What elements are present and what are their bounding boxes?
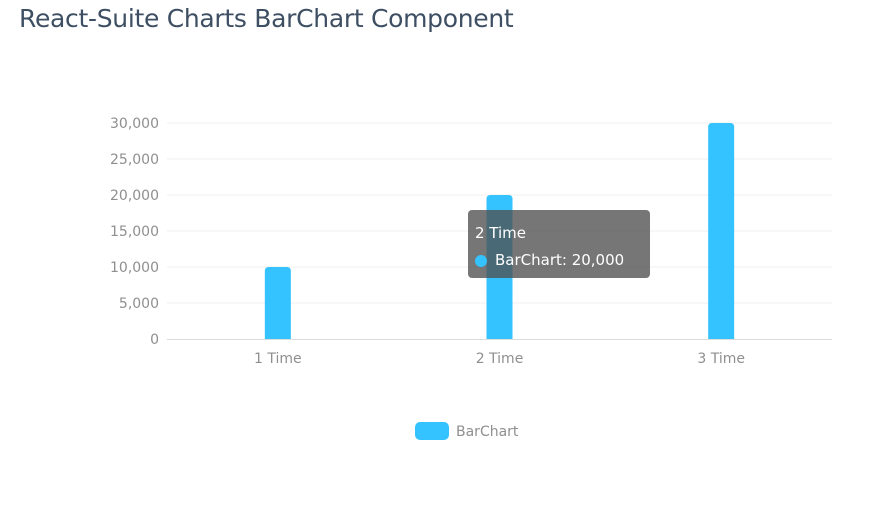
bar-1[interactable] — [264, 267, 291, 339]
legend[interactable]: BarChart — [415, 422, 519, 440]
y-tick-label: 30,000 — [110, 116, 159, 132]
y-tick-label: 20,000 — [110, 188, 159, 204]
legend-label[interactable]: BarChart — [456, 424, 519, 440]
tooltip-series-row: BarChart : 20,000 — [475, 247, 650, 274]
y-tick-label: 0 — [150, 332, 159, 348]
x-tick-label: 3 Time — [697, 351, 745, 367]
page-title: React-Suite Charts BarChart Component — [19, 4, 514, 33]
y-tick-label: 10,000 — [110, 260, 159, 276]
y-tick-label: 5,000 — [119, 296, 159, 312]
chart-tooltip: 2 Time BarChart : 20,000 — [468, 210, 650, 278]
tooltip-title: 2 Time — [475, 224, 527, 242]
legend-swatch[interactable] — [415, 422, 449, 440]
x-axis-tick-labels: 1 Time 2 Time 3 Time — [254, 351, 745, 367]
tooltip-series-dot — [475, 254, 487, 267]
tooltip-value: 20,000 — [571, 251, 625, 269]
bar-3[interactable] — [708, 123, 735, 339]
y-tick-label: 25,000 — [110, 152, 159, 168]
y-axis-tick-labels: 0 5,000 10,000 15,000 20,000 25,000 30,000 — [110, 116, 159, 348]
x-tick-label: 2 Time — [476, 351, 524, 367]
y-tick-label: 15,000 — [110, 224, 159, 240]
tooltip-series-name: BarChart — [495, 251, 562, 269]
x-tick-label: 1 Time — [254, 351, 302, 367]
tooltip-separator: : — [561, 251, 572, 269]
